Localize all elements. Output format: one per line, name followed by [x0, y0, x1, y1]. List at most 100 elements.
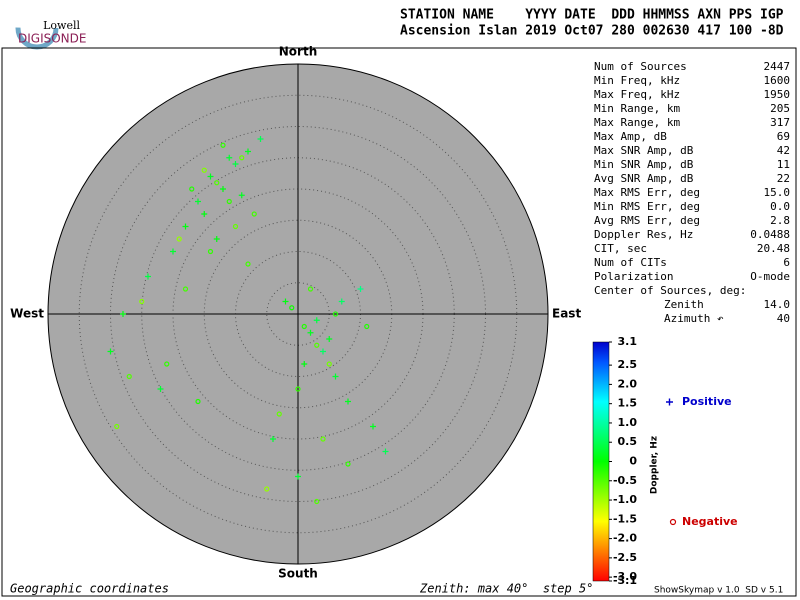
source-negative [245, 261, 251, 267]
colorbar-tick-label: 0.5 [618, 435, 638, 448]
source-positive [332, 373, 339, 380]
source-negative [326, 361, 332, 367]
stat-value: 22 [777, 172, 790, 185]
stat-label: CIT, sec [594, 242, 647, 255]
source-positive [320, 348, 326, 355]
colorbar-tick-label: 1.5 [618, 397, 638, 410]
source-positive [257, 136, 264, 142]
stat-value: 2447 [764, 60, 791, 73]
source-negative [251, 211, 257, 217]
source-positive [107, 348, 114, 355]
source-positive [195, 198, 201, 205]
source-positive [326, 336, 333, 342]
stat-value: 20.48 [757, 242, 790, 255]
source-positive [282, 298, 289, 305]
source-negative [314, 498, 320, 505]
source-positive [301, 361, 308, 367]
source-negative [264, 486, 270, 492]
source-positive [145, 273, 151, 280]
source-positive [157, 386, 164, 392]
source-positive [357, 286, 364, 292]
source-positive [226, 154, 233, 161]
stat-value: 69 [777, 130, 790, 143]
stat-label: Num of CITs [594, 256, 667, 269]
source-negative [201, 167, 207, 173]
colorbar-tick-label: -1.5 [613, 512, 637, 525]
colorbar [592, 341, 610, 582]
colorbar-tick-label: -2.0 [613, 532, 637, 545]
source-negative [289, 305, 295, 311]
stat-label: Num of Sources [594, 60, 687, 73]
source-positive [201, 211, 208, 217]
stat-label: Polarization [594, 270, 673, 283]
header-values: Ascension Islan 2019 Oct07 280 002630 41… [400, 24, 784, 39]
stat-value: 317 [770, 116, 790, 129]
source-negative [164, 361, 170, 367]
logo-arc [15, 6, 59, 50]
dir-label: West [10, 307, 44, 321]
source-positive [232, 161, 239, 167]
source-negative [226, 198, 232, 205]
stat-value: 14.0 [764, 298, 791, 311]
dir-label: North [279, 45, 317, 59]
source-negative [320, 436, 326, 442]
dir-label: South [278, 567, 318, 581]
stat-label: Center of Sources, deg: [594, 284, 746, 297]
source-negative [182, 286, 189, 292]
footer-right: ShowSkymap v 1.0 SD v 5.1 [654, 586, 783, 596]
legend-label: Positive [682, 395, 732, 408]
source-positive [213, 236, 220, 242]
header-labels: STATION NAME YYYY DATE DDD HHMMSS AXN PP… [400, 8, 784, 23]
stat-value: 205 [770, 102, 790, 115]
logo-top: Lowell [43, 19, 80, 32]
source-positive [307, 329, 314, 336]
stat-label: Max Amp, dB [594, 130, 667, 143]
source-negative [307, 286, 314, 292]
source-negative [189, 186, 195, 192]
colorbar-tick-label: 2.0 [618, 377, 638, 390]
stat-label: Zenith [664, 298, 704, 311]
stat-value: 1950 [764, 88, 791, 101]
source-negative [220, 142, 226, 148]
stat-value: 11 [777, 158, 790, 171]
source-negative [176, 236, 182, 242]
stat-label: Min Range, km [594, 102, 680, 115]
colorbar-label: Doppler, Hz [650, 436, 660, 494]
stat-value: 0.0488 [750, 228, 790, 241]
footer-center: Zenith: max 40° step 5° [419, 582, 593, 596]
stat-label: Max SNR Amp, dB [594, 144, 694, 157]
source-negative [301, 323, 307, 330]
logo-bottom: DIGISONDE [18, 32, 86, 46]
source-positive [382, 448, 389, 455]
source-negative [314, 342, 320, 348]
stat-value: 0.0 [770, 200, 790, 213]
stat-label: Avg RMS Err, deg [594, 214, 700, 227]
source-positive [370, 423, 376, 430]
footer-left: Geographic coordinates [10, 582, 169, 596]
colorbar-tick-label: -3.1 [613, 574, 637, 587]
source-positive [345, 398, 351, 405]
source-negative [276, 411, 282, 417]
source-negative [126, 373, 132, 380]
stat-value: 15.0 [764, 186, 791, 199]
legend-symbol [666, 398, 673, 406]
stat-label: Avg SNR Amp, dB [594, 172, 694, 185]
source-negative [232, 223, 239, 230]
stat-value: 40 [777, 312, 790, 325]
source-negative [195, 398, 201, 405]
source-positive [220, 186, 226, 192]
colorbar-tick-label: 0 [629, 455, 637, 468]
source-positive [295, 473, 301, 480]
source-positive [207, 173, 214, 180]
stat-label: Max RMS Err, deg [594, 186, 700, 199]
colorbar-tick-label: -2.5 [613, 551, 637, 564]
source-negative [114, 423, 120, 430]
stat-label: Doppler Res, Hz [594, 228, 693, 241]
stat-value: 2.8 [770, 214, 790, 227]
colorbar-tick-label: 2.5 [618, 358, 638, 371]
source-negative [364, 323, 370, 330]
stat-label: Min Freq, kHz [594, 74, 680, 87]
stat-value: 1600 [764, 74, 791, 87]
source-positive [313, 317, 320, 324]
